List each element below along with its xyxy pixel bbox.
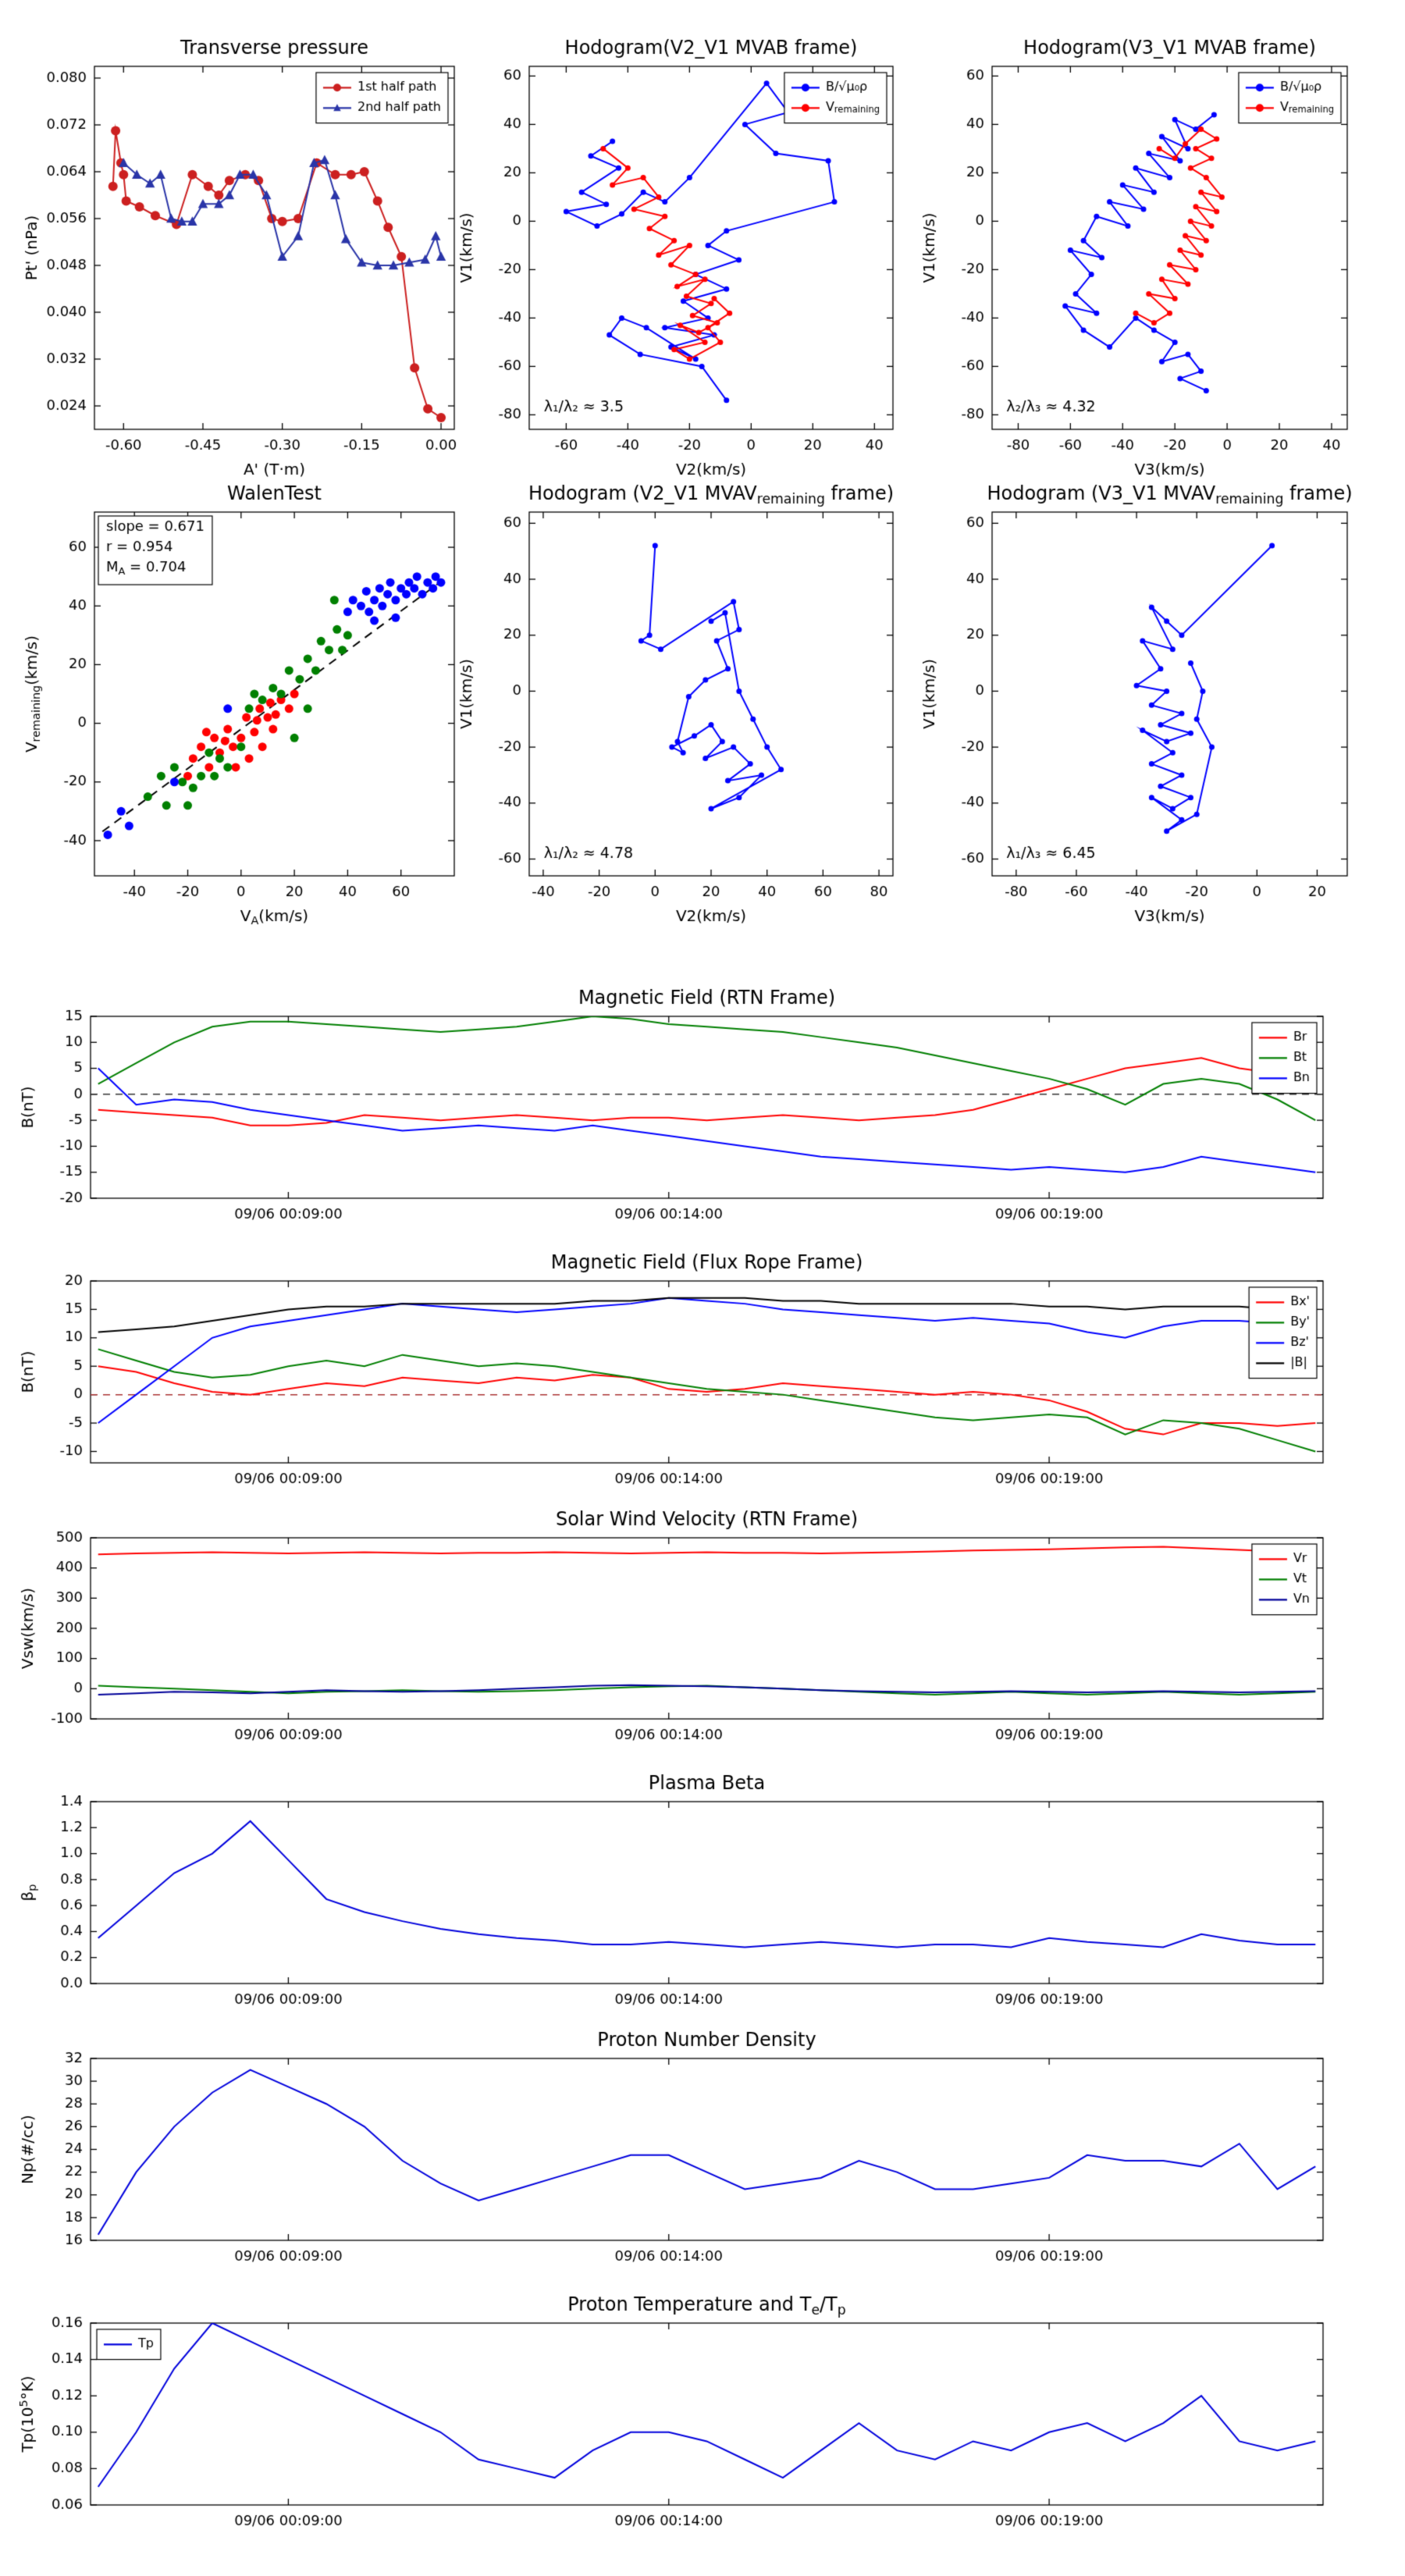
figure-canvas — [0, 0, 1405, 2576]
